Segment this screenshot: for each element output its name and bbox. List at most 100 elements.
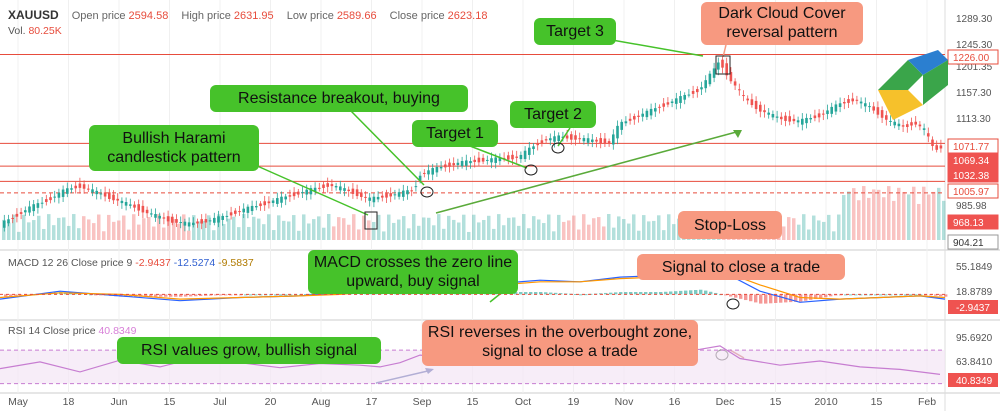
volume-bar (47, 214, 51, 240)
candle-body (780, 116, 783, 120)
volume-bar (552, 231, 556, 240)
volume-bar (397, 219, 401, 240)
macd-histogram-bar (884, 294, 888, 296)
brand-logo-icon (878, 50, 948, 120)
volume-bar (942, 200, 946, 240)
candle-body (271, 200, 275, 203)
volume-bar (622, 219, 626, 240)
price-badge (947, 167, 999, 183)
volume-bar (427, 217, 431, 240)
candle-body (481, 157, 485, 162)
candle-body (129, 204, 132, 206)
candle-body (410, 190, 413, 192)
macd-histogram-bar (834, 294, 838, 296)
candle-body (750, 99, 754, 106)
candle-body (318, 187, 321, 189)
candle-body (880, 110, 884, 118)
candle-body (876, 107, 880, 115)
resistance-breakout-callout: Resistance breakout, buying (210, 85, 468, 112)
candle-body (738, 89, 741, 91)
volume-bar (142, 218, 146, 240)
candle-body (549, 138, 552, 141)
volume-bar (377, 214, 381, 240)
candle-body (528, 147, 531, 155)
volume-bar (407, 228, 411, 240)
volume-bar (117, 220, 121, 240)
macd-histogram-bar (944, 294, 948, 297)
candle-body (813, 115, 817, 119)
candle-body (330, 184, 334, 187)
volume-bar (537, 219, 541, 240)
macd-histogram-bar (149, 294, 153, 297)
volume-bar (307, 223, 311, 240)
candle-body (166, 216, 170, 222)
candle-body (259, 203, 262, 207)
macd-histogram-bar (664, 291, 668, 295)
candle-body (490, 158, 493, 163)
macd-histogram-bar (184, 294, 188, 297)
macd-histogram-bar (789, 294, 793, 303)
candle-body (675, 98, 678, 104)
candle-body (801, 118, 804, 125)
volume-bar (122, 215, 126, 240)
macd-histogram-bar (549, 292, 553, 295)
x-axis-tick-label: Dec (716, 396, 735, 408)
macd-histogram-bar (209, 294, 213, 296)
macd-histogram-bar (219, 294, 223, 296)
x-axis-tick-label: Aug (312, 396, 331, 408)
candle-body (225, 215, 229, 217)
volume-bar (842, 195, 846, 240)
rsi-grow-callout: RSI values grow, bullish signal (117, 337, 381, 364)
volume-bar (517, 225, 521, 240)
candle-body (859, 101, 863, 104)
volume-bar (792, 218, 796, 240)
volume-bar (267, 214, 271, 240)
candle-body (729, 71, 733, 82)
stop-loss-callout: Stop-Loss (678, 211, 782, 239)
candle-body (616, 125, 619, 139)
macd-histogram-bar (829, 294, 833, 297)
candle-body (200, 219, 203, 224)
x-axis-tick-label: 20 (265, 396, 277, 408)
candle-body (431, 168, 434, 175)
macd-histogram-bar (14, 294, 18, 296)
candle-body (666, 102, 670, 105)
candle-body (612, 134, 615, 145)
candle-body (217, 216, 220, 223)
macd-histogram-bar (514, 292, 518, 295)
macd-header: MACD 12 26 Close price 9 -2.9437 -12.527… (8, 257, 254, 269)
candle-body (124, 202, 128, 206)
candle-body (192, 222, 195, 226)
candle-body (108, 192, 111, 199)
candle-body (242, 208, 245, 213)
candle-body (771, 113, 775, 118)
macd-histogram-bar (204, 294, 208, 296)
callout-pointer (349, 109, 425, 186)
candle-body (360, 192, 363, 197)
volume-bar (282, 220, 286, 240)
candle-body (725, 63, 728, 76)
candle-body (834, 104, 838, 112)
candle-body (305, 189, 308, 195)
volume-bar (927, 194, 931, 240)
x-axis-tick-label: Oct (515, 396, 531, 408)
macd-histogram-bar (189, 294, 193, 297)
candle-body (607, 141, 611, 144)
volume-bar (87, 219, 91, 240)
candle-body (775, 116, 779, 118)
volume-bar (192, 215, 196, 240)
candle-body (120, 200, 124, 204)
candle-body (280, 196, 283, 203)
candle-body (229, 212, 233, 216)
candle-body (494, 157, 497, 163)
candle-body (141, 205, 145, 213)
candle-body (662, 103, 665, 107)
chart-header: XAUUSD Open price 2594.58 High price 2631.… (8, 8, 497, 22)
x-axis-tick-label: 18 (63, 396, 75, 408)
candle-body (700, 87, 703, 90)
x-axis-tick-label: Feb (918, 396, 936, 408)
volume-bar (492, 228, 496, 240)
price-axis-label: 1113.30 (956, 114, 991, 125)
macd-histogram-bar (714, 292, 718, 295)
macd-axis-label: 18.8789 (956, 287, 993, 298)
